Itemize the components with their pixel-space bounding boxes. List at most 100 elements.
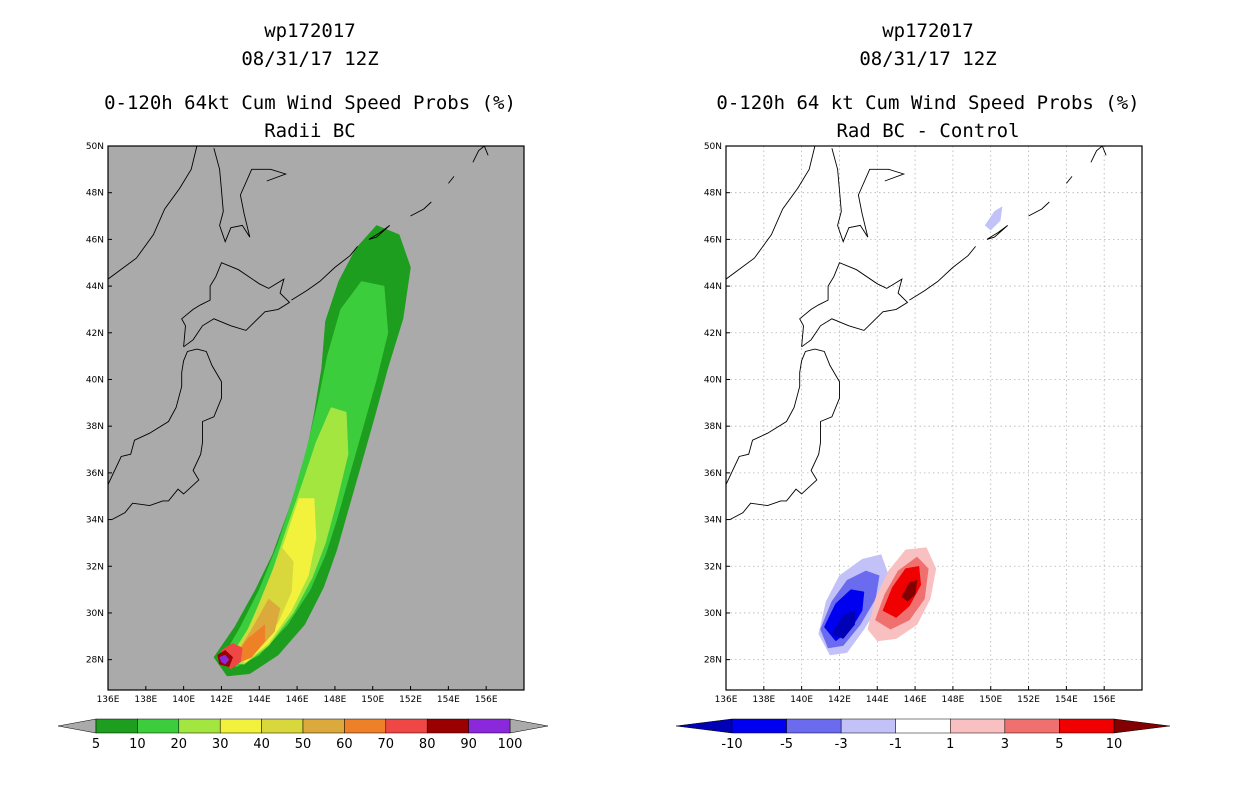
colorbar-swatch bbox=[344, 718, 387, 734]
left-subtitle: Radii BC bbox=[264, 120, 356, 142]
colorbar-swatch bbox=[219, 718, 262, 734]
y-tick-label: 50N bbox=[86, 142, 104, 152]
colorbar-under-tip bbox=[675, 718, 733, 734]
colorbar-swatch bbox=[895, 718, 951, 734]
x-tick-label: 146E bbox=[286, 695, 309, 705]
x-tick-label: 144E bbox=[866, 695, 889, 705]
x-tick-label: 156E bbox=[475, 695, 498, 705]
colorbar-swatch bbox=[385, 718, 428, 734]
contour-region-10 bbox=[221, 281, 389, 667]
coastline bbox=[368, 225, 390, 240]
colorbar-label: 1 bbox=[946, 737, 954, 752]
colorbar-over-tip bbox=[1113, 718, 1171, 734]
colorbar: -10 -5 -3 -1 1 3 5 10 bbox=[675, 718, 1171, 752]
colorbar-label: 40 bbox=[253, 737, 270, 752]
coastline bbox=[108, 146, 198, 280]
contour-region-neg10 bbox=[831, 610, 855, 639]
y-tick-label: 30N bbox=[86, 609, 104, 619]
x-tick-label: 150E bbox=[361, 695, 384, 705]
x-tick-label: 152E bbox=[1017, 695, 1040, 705]
colorbar-label: 50 bbox=[295, 737, 312, 752]
coastline bbox=[108, 348, 198, 485]
right-storm-id: wp172017 bbox=[882, 20, 974, 42]
x-tick-label: 142E bbox=[210, 695, 233, 705]
y-tick-label: 28N bbox=[86, 656, 104, 666]
coastline bbox=[291, 246, 358, 301]
coastline bbox=[726, 348, 816, 485]
x-tick-label: 154E bbox=[437, 695, 460, 705]
coastline bbox=[213, 148, 288, 243]
y-tick-label: 46N bbox=[86, 235, 104, 245]
y-tick-label: 34N bbox=[86, 516, 104, 526]
y-tick-label: 36N bbox=[704, 469, 722, 479]
coastline bbox=[729, 348, 840, 520]
y-tick-label: 46N bbox=[704, 235, 722, 245]
right-subtitle: Rad BC - Control bbox=[836, 120, 1020, 142]
colorbar-swatch bbox=[1059, 718, 1115, 734]
coastline bbox=[799, 262, 909, 348]
contour-region-90 bbox=[219, 654, 230, 665]
colorbar-label: 5 bbox=[92, 737, 100, 752]
coastline bbox=[448, 176, 455, 184]
colorbar-swatch bbox=[468, 718, 511, 734]
coastline bbox=[472, 146, 489, 163]
contour-region-10 bbox=[901, 579, 918, 602]
coastline bbox=[986, 225, 1008, 240]
y-tick-label: 42N bbox=[704, 329, 722, 339]
colorbar-swatch bbox=[426, 718, 469, 734]
y-tick-label: 40N bbox=[704, 375, 722, 385]
y-tick-label: 32N bbox=[86, 562, 104, 572]
colorbar-swatch bbox=[950, 718, 1006, 734]
left-title: 0-120h 64kt Cum Wind Speed Probs (%) bbox=[104, 92, 516, 114]
coastline bbox=[909, 246, 976, 301]
colorbar-swatch bbox=[840, 718, 896, 734]
plot-background bbox=[726, 146, 1142, 690]
y-tick-label: 38N bbox=[86, 422, 104, 432]
colorbar-label: -10 bbox=[721, 737, 742, 752]
y-tick-label: 44N bbox=[704, 282, 722, 292]
colorbar-over-tip bbox=[509, 718, 549, 734]
coastline bbox=[1066, 176, 1073, 184]
colorbar-swatch bbox=[731, 718, 787, 734]
y-tick-label: 42N bbox=[86, 329, 104, 339]
x-tick-label: 136E bbox=[97, 695, 120, 705]
colorbar-label: 100 bbox=[498, 737, 523, 752]
colorbar-swatch bbox=[786, 718, 842, 734]
colorbar-label: 20 bbox=[171, 737, 188, 752]
coastline bbox=[410, 201, 432, 217]
colorbar-swatch bbox=[137, 718, 180, 734]
y-tick-label: 30N bbox=[704, 609, 722, 619]
colorbar-label: 80 bbox=[419, 737, 436, 752]
x-tick-label: 138E bbox=[752, 695, 775, 705]
x-tick-label: 140E bbox=[172, 695, 195, 705]
coastline bbox=[726, 146, 816, 280]
colorbar-label: 60 bbox=[336, 737, 353, 752]
y-tick-label: 48N bbox=[704, 189, 722, 199]
plot-frame bbox=[107, 145, 525, 691]
y-tick-label: 50N bbox=[704, 142, 722, 152]
colorbar-label: -1 bbox=[889, 737, 902, 752]
left-datetime: 08/31/17 12Z bbox=[241, 48, 379, 70]
y-tick-label: 28N bbox=[704, 656, 722, 666]
y-tick-label: 38N bbox=[704, 422, 722, 432]
colorbar-under-tip bbox=[57, 718, 97, 734]
coastline bbox=[181, 262, 291, 348]
x-tick-label: 136E bbox=[715, 695, 738, 705]
plot-frame bbox=[725, 145, 1143, 691]
colorbar-swatch bbox=[95, 718, 138, 734]
coastline bbox=[1090, 146, 1107, 163]
x-tick-label: 144E bbox=[248, 695, 271, 705]
colorbar-label: 3 bbox=[1001, 737, 1009, 752]
coastline bbox=[831, 148, 906, 243]
y-tick-label: 40N bbox=[86, 375, 104, 385]
colorbar: 5 10 20 30 40 50 60 70 80 90 100 bbox=[57, 718, 549, 752]
x-tick-label: 138E bbox=[134, 695, 157, 705]
x-tick-label: 152E bbox=[399, 695, 422, 705]
x-tick-label: 156E bbox=[1093, 695, 1116, 705]
left-storm-id: wp172017 bbox=[264, 20, 356, 42]
y-tick-label: 44N bbox=[86, 282, 104, 292]
right-title: 0-120h 64 kt Cum Wind Speed Probs (%) bbox=[716, 92, 1140, 114]
colorbar-swatch bbox=[302, 718, 345, 734]
x-tick-label: 146E bbox=[904, 695, 927, 705]
x-tick-label: 140E bbox=[790, 695, 813, 705]
